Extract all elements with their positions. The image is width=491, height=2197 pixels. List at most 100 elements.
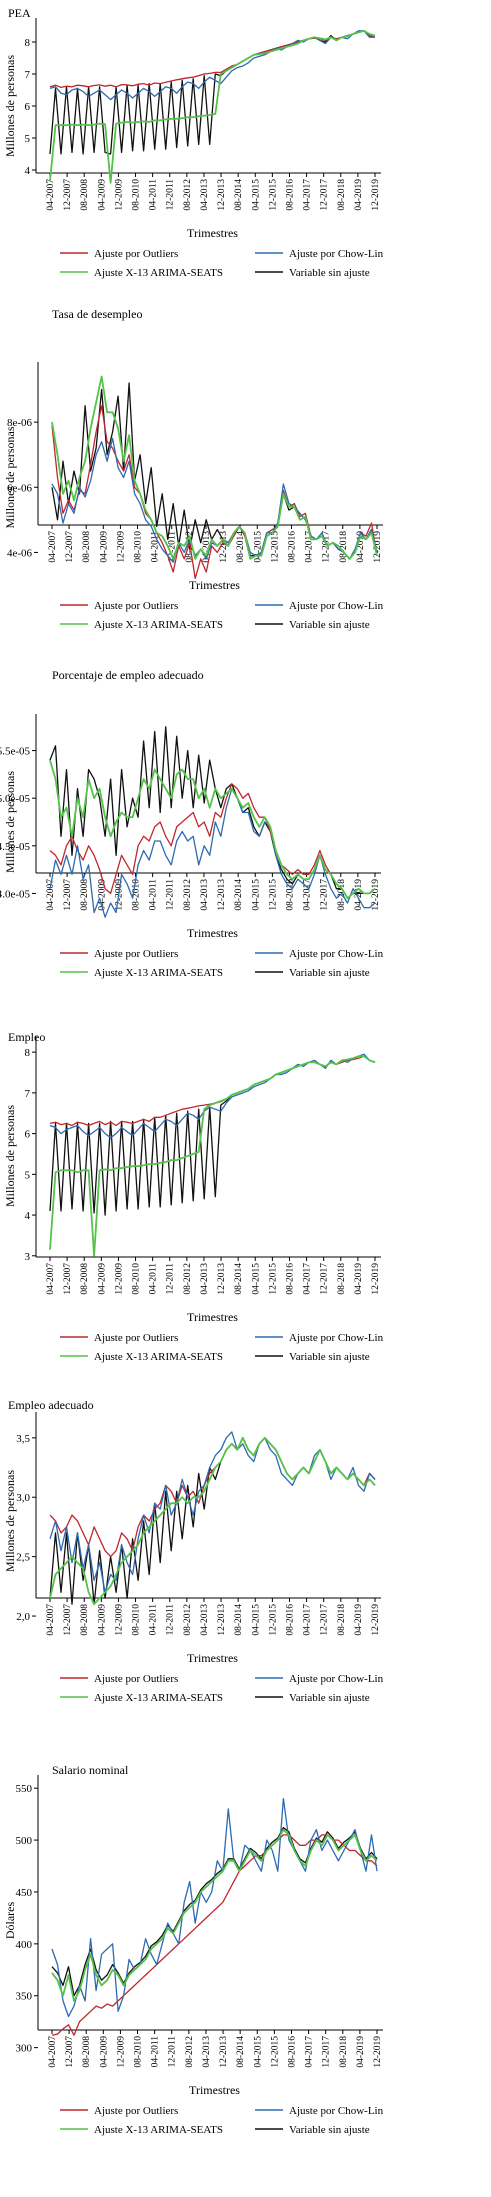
x-tick-label: 04-2017 bbox=[305, 2036, 315, 2068]
y-tick-label: 4 bbox=[25, 165, 31, 177]
y-axis-label: Millones de personas bbox=[3, 55, 17, 157]
legend-label-chowlin: Ajuste por Chow-Lin bbox=[289, 600, 384, 612]
y-axis-label: Millones de personas bbox=[3, 1470, 17, 1572]
legend-label-raw: Variable sin ajuste bbox=[289, 967, 370, 979]
legend-label-x13: Ajuste X-13 ARIMA-SEATS bbox=[94, 619, 223, 631]
y-tick-label: 400 bbox=[16, 1939, 33, 1951]
x-tick-label: 04-2019 bbox=[356, 2036, 366, 2068]
x-tick-label: 08-2014 bbox=[234, 179, 244, 211]
x-tick-label: 12-2007 bbox=[63, 179, 73, 211]
x-tick-label: 12-2017 bbox=[322, 2036, 332, 2068]
x-tick-label: 04-2009 bbox=[97, 879, 107, 911]
legend-label-raw: Variable sin ajuste bbox=[289, 1692, 370, 1704]
chart-title: PEA bbox=[8, 6, 31, 20]
y-tick-label: 350 bbox=[16, 1991, 33, 2003]
x-tick-label: 12-2015 bbox=[270, 531, 280, 563]
y-tick-label: 300 bbox=[16, 2043, 33, 2055]
x-tick-label: 12-2015 bbox=[268, 879, 278, 911]
legend-label-chowlin: Ajuste por Chow-Lin bbox=[289, 248, 384, 260]
series-line-chowlin bbox=[49, 1431, 376, 1593]
x-tick-label: 04-2007 bbox=[46, 179, 56, 211]
legend-label-outliers: Ajuste por Outliers bbox=[94, 1332, 178, 1344]
x-tick-label: 08-2014 bbox=[234, 1604, 244, 1636]
series-line-x13 bbox=[51, 1828, 378, 2002]
y-tick-label: 450 bbox=[16, 1887, 33, 1899]
y-tick-label: 8 bbox=[25, 1047, 31, 1059]
x-tick-label: 08-2018 bbox=[339, 531, 349, 563]
x-tick-label: 08-2010 bbox=[134, 2036, 144, 2068]
x-tick-label: 12-2013 bbox=[217, 1263, 227, 1295]
x-tick-label: 04-2017 bbox=[305, 531, 315, 563]
x-tick-label: 08-2010 bbox=[134, 531, 144, 563]
x-tick-label: 08-2018 bbox=[337, 879, 347, 911]
x-tick-label: 12-2015 bbox=[268, 1604, 278, 1636]
x-tick-label: 04-2007 bbox=[46, 1263, 56, 1295]
x-tick-label: 04-2013 bbox=[202, 2036, 212, 2068]
x-tick-label: 12-2007 bbox=[63, 879, 73, 911]
legend-label-x13: Ajuste X-13 ARIMA-SEATS bbox=[94, 1692, 223, 1704]
chart-panel-4: Empleo 3 4 5 6 7 8 04-2007 12-2007 08-2008 04-2009… bbox=[3, 1030, 384, 1363]
x-tick-label: 12-2011 bbox=[166, 179, 176, 211]
x-axis-label: Trimestres bbox=[189, 2083, 240, 2097]
legend-label-outliers: Ajuste por Outliers bbox=[94, 1673, 178, 1685]
chart-panel-2: Tasa de desempleo 4e-06 6e-06 8e-06 04-2007 1… bbox=[3, 307, 384, 631]
series-line-raw bbox=[49, 726, 376, 899]
series-line-raw bbox=[51, 1826, 378, 1997]
chart-title: Salario nominal bbox=[52, 1763, 129, 1777]
x-tick-label: 08-2014 bbox=[236, 2036, 246, 2068]
x-tick-label: 04-2009 bbox=[99, 2036, 109, 2068]
x-tick-label: 12-2015 bbox=[268, 179, 278, 211]
x-tick-label: 04-2015 bbox=[251, 1604, 261, 1636]
x-tick-label: 12-2013 bbox=[219, 2036, 229, 2068]
x-tick-label: 08-2012 bbox=[183, 179, 193, 211]
series-line-x13 bbox=[49, 1436, 376, 1606]
y-tick-label: 4.5e-05 bbox=[0, 841, 30, 853]
x-axis-label: Trimestres bbox=[187, 926, 238, 940]
y-tick-label: 6 bbox=[25, 1129, 31, 1141]
chart-title: Tasa de desempleo bbox=[52, 307, 142, 321]
x-tick-label: 04-2007 bbox=[48, 531, 58, 563]
x-tick-label: 08-2018 bbox=[337, 179, 347, 211]
series-line-chowlin bbox=[51, 437, 378, 563]
x-tick-label: 08-2016 bbox=[287, 531, 297, 563]
x-tick-label: 12-2019 bbox=[371, 1604, 381, 1636]
y-tick-label: 8e-06 bbox=[7, 417, 33, 429]
legend-label-x13: Ajuste X-13 ARIMA-SEATS bbox=[94, 267, 223, 279]
x-tick-label: 12-2015 bbox=[270, 2036, 280, 2068]
x-tick-label: 08-2012 bbox=[185, 2036, 195, 2068]
y-tick-label: 8 bbox=[25, 37, 31, 49]
x-tick-label: 08-2018 bbox=[339, 2036, 349, 2068]
legend-label-raw: Variable sin ajuste bbox=[289, 619, 370, 631]
x-tick-label: 04-2015 bbox=[251, 179, 261, 211]
chart-panel-5: Empleo adecuado 2,0 2,5 3,0 3,5 04-2007 12-200… bbox=[3, 1398, 384, 1704]
x-tick-label: 04-2019 bbox=[354, 1263, 364, 1295]
x-tick-label: 04-2009 bbox=[97, 1604, 107, 1636]
legend-label-outliers: Ajuste por Outliers bbox=[94, 2105, 178, 2117]
x-tick-label: 12-2007 bbox=[63, 1263, 73, 1295]
x-tick-label: 08-2008 bbox=[82, 2036, 92, 2068]
legend-label-outliers: Ajuste por Outliers bbox=[94, 248, 178, 260]
x-tick-label: 08-2008 bbox=[80, 179, 90, 211]
legend-label-chowlin: Ajuste por Chow-Lin bbox=[289, 948, 384, 960]
x-tick-label: 04-2017 bbox=[303, 1604, 313, 1636]
chart-panel-3: Porcentaje de empleo adecuado 4.0e-05 4.5e… bbox=[0, 668, 384, 979]
series-line-x13 bbox=[49, 1055, 376, 1257]
x-tick-label: 12-2017 bbox=[320, 879, 330, 911]
legend-label-raw: Variable sin ajuste bbox=[289, 267, 370, 279]
x-tick-label: 08-2012 bbox=[183, 1604, 193, 1636]
y-tick-label: 7 bbox=[25, 69, 31, 81]
x-tick-label: 12-2015 bbox=[268, 1263, 278, 1295]
x-tick-label: 12-2017 bbox=[320, 1263, 330, 1295]
chart-title: Empleo adecuado bbox=[8, 1398, 94, 1412]
x-tick-label: 04-2007 bbox=[46, 879, 56, 911]
x-tick-label: 04-2011 bbox=[149, 879, 159, 911]
x-tick-label: 12-2009 bbox=[114, 1263, 124, 1295]
x-tick-label: 12-2013 bbox=[217, 879, 227, 911]
y-tick-label: 5.5e-05 bbox=[0, 746, 30, 758]
x-tick-label: 08-2016 bbox=[287, 2036, 297, 2068]
x-tick-label: 08-2008 bbox=[82, 531, 92, 563]
x-tick-label: 04-2013 bbox=[200, 179, 210, 211]
x-tick-label: 08-2016 bbox=[285, 879, 295, 911]
x-tick-label: 04-2011 bbox=[149, 1604, 159, 1636]
y-tick-label: 2,0 bbox=[16, 1611, 30, 1623]
